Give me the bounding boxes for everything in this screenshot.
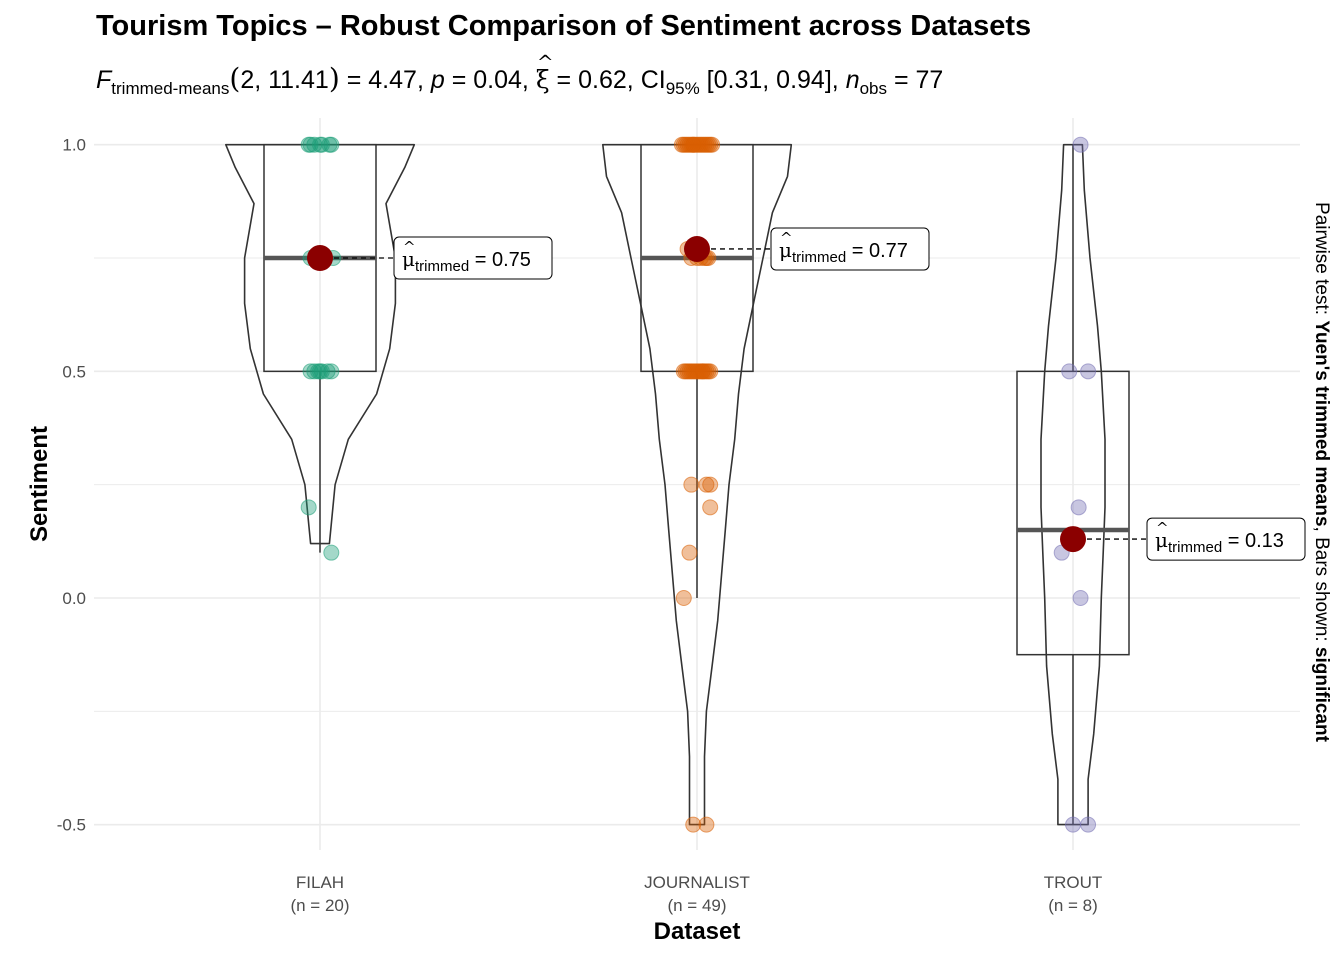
mean-label: μtrimmed = 0.13: [1155, 528, 1284, 556]
y-tick-label: -0.5: [57, 816, 86, 835]
trimmed-mean-point: [1060, 526, 1086, 553]
data-point: [323, 363, 340, 380]
box-trout: [1016, 370, 1130, 656]
caption-shown: significant: [1311, 646, 1332, 742]
violin-journalist: [602, 143, 793, 826]
mean-label-box: [1146, 517, 1306, 561]
data-point: [685, 816, 702, 833]
data-point: [1070, 499, 1087, 516]
data-point: [698, 816, 715, 833]
data-point: [675, 590, 692, 606]
caption-test: Yuen's trimmed means: [1311, 320, 1332, 527]
data-point: [704, 136, 721, 153]
x-tick-count: (n = 49): [667, 896, 726, 915]
y-tick-label: 1.0: [62, 136, 86, 155]
data-point: [1065, 816, 1081, 833]
data-point: [698, 476, 715, 493]
data-point: [323, 136, 340, 153]
pairwise-caption: Pairwise test: Yuen's trimmed means, Bar…: [1310, 202, 1332, 742]
y-tick-label: 0.0: [62, 589, 86, 608]
trimmed-mean-point: [684, 235, 710, 262]
data-point: [323, 544, 340, 561]
chart-title: Tourism Topics – Robust Comparison of Se…: [96, 10, 1032, 42]
n-value: 77: [915, 66, 944, 94]
data-point: [1061, 363, 1078, 380]
ci-subscript: 95%: [665, 79, 700, 98]
data-point: [319, 363, 336, 380]
n-subscript: obs: [859, 79, 888, 98]
axes: -0.5 0.0 0.5 1.0 FILAH (n = 20) JOURNALIST (n =…: [57, 136, 1103, 915]
ci-label: CI: [640, 66, 666, 94]
data-points: [300, 136, 1097, 833]
data-point: [300, 499, 317, 516]
ci-interval: [0.31, 0.94]: [706, 66, 832, 94]
x-tick-count: (n = 8): [1048, 896, 1098, 915]
x-tick-label: JOURNALIST: [644, 873, 750, 892]
caption-prefix: Pairwise test:: [1311, 202, 1332, 321]
data-point: [685, 136, 702, 153]
data-point: [681, 544, 698, 561]
data-point: [1072, 136, 1089, 153]
f-subscript: trimmed-means: [111, 79, 230, 98]
trimmed-means: μtrimmed = 0.75^ μtrimmed = 0.77^μtrimmed…: [307, 227, 1306, 561]
degrees-of-freedom: 2, 11.41: [240, 66, 329, 94]
mean-hat: ^: [403, 238, 416, 256]
data-point: [702, 499, 719, 516]
violin-trout: [1040, 143, 1106, 826]
p-value: 0.04: [473, 66, 522, 94]
data-point: [302, 136, 319, 153]
data-point: [702, 476, 719, 493]
y-axis-title: Sentiment: [26, 425, 53, 543]
mean-label: μtrimmed = 0.77: [779, 238, 908, 266]
mean-label-box: [393, 236, 553, 280]
y-tick-label: 0.5: [62, 362, 86, 381]
mean-label: μtrimmed = 0.75: [402, 247, 531, 275]
x-tick-count: (n = 20): [290, 896, 349, 915]
x-tick-label: FILAH: [296, 873, 344, 892]
data-point: [1080, 816, 1097, 833]
mean-hat: ^: [1156, 519, 1169, 537]
caption-middle: , Bars shown:: [1311, 526, 1332, 647]
x-tick-label: TROUT: [1044, 873, 1103, 892]
data-point: [683, 476, 700, 493]
trimmed-mean-point: [307, 245, 333, 272]
x-axis-title: Dataset: [653, 918, 741, 945]
xi-hat-symbol: ξ ^: [535, 50, 554, 94]
data-point: [313, 363, 330, 380]
data-point: [694, 363, 711, 380]
chart-subtitle: Ftrimmed-means(2, 11.41) = 4.47, p = 0.0…: [96, 50, 944, 98]
effect-size-value: 0.62: [578, 66, 627, 94]
f-symbol: F: [96, 66, 112, 94]
data-point: [1080, 363, 1097, 380]
mean-hat: ^: [780, 229, 793, 247]
f-value: 4.47: [368, 66, 417, 94]
data-point: [1072, 590, 1089, 606]
mean-label-box: [770, 227, 930, 271]
